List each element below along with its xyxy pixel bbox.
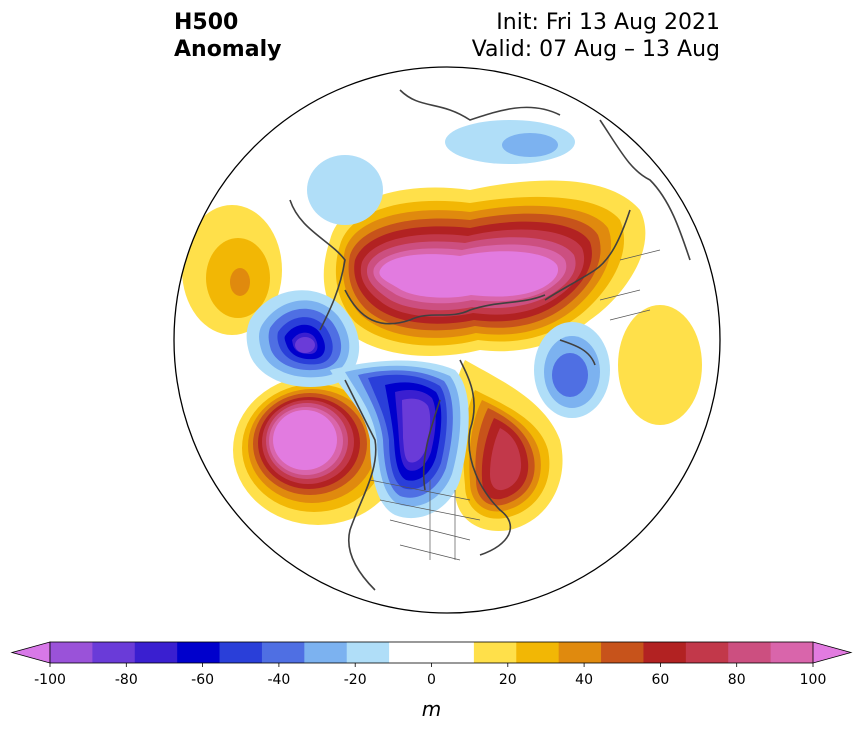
coastlines <box>289 89 691 591</box>
colorbar-tick-label: 40 <box>575 672 593 688</box>
colorbar-tick-label: -40 <box>267 672 290 688</box>
colorbar-swatch <box>219 642 263 663</box>
colorbar-swatch <box>177 642 221 663</box>
colorbar-tick-label: -20 <box>344 672 367 688</box>
colorbar-swatch <box>261 642 305 663</box>
colorbar-swatch <box>601 642 644 663</box>
title-block: H500 Anomaly <box>174 9 281 63</box>
polar-map <box>173 66 721 614</box>
colorbar-swatch <box>643 642 687 663</box>
trough-atlantic <box>534 322 610 418</box>
valid-range: Valid: 07 Aug – 13 Aug <box>471 37 720 62</box>
date-block: Init: Fri 13 Aug 2021 Valid: 07 Aug – 13… <box>472 9 720 63</box>
colorbar-tick-label: 80 <box>728 672 746 688</box>
colorbar-swatch <box>304 642 348 663</box>
init-time: Init: Fri 13 Aug 2021 <box>496 10 720 35</box>
colorbar-swatch <box>473 642 517 663</box>
colorbar-unit-label: m <box>422 697 441 721</box>
colorbar-swatch <box>346 642 390 663</box>
title-field: Anomaly <box>174 37 282 62</box>
colorbar-tick-label: -80 <box>115 672 138 688</box>
ridge-east-canada <box>450 360 563 531</box>
colorbar-extend-low <box>10 641 51 664</box>
ridge-europe-east <box>618 305 702 425</box>
colorbar-swatch <box>516 642 560 663</box>
colorbar-swatch <box>685 642 729 663</box>
colorbar-swatch <box>558 642 602 663</box>
colorbar-extend-high <box>812 641 853 664</box>
ridge-pacific <box>182 205 282 335</box>
colorbar-swatch <box>728 642 772 663</box>
colorbar-tick-label: 60 <box>651 672 669 688</box>
colorbar-swatch <box>134 642 178 663</box>
ridge-alaska <box>233 375 403 525</box>
trough-siberia <box>307 120 575 225</box>
colorbar-frame <box>49 641 814 664</box>
colorbar-tick-label: -60 <box>191 672 214 688</box>
colorbar-swatch <box>770 642 814 663</box>
colorbar-tick-label: 0 <box>427 672 436 688</box>
trough-canada <box>330 360 469 519</box>
colorbar-swatch <box>92 642 136 663</box>
colorbar-tick-label: 20 <box>499 672 517 688</box>
colorbar-tick-label: -100 <box>34 672 66 688</box>
colorbar-swatch <box>431 642 475 663</box>
anomaly-field <box>174 67 720 613</box>
colorbar-swatch <box>50 642 93 663</box>
colorbar-tick-label: 100 <box>800 672 827 688</box>
ridge-arctic <box>323 180 646 356</box>
colorbar-swatch <box>389 642 432 663</box>
title-variable: H500 <box>174 10 239 35</box>
globe-boundary <box>173 66 721 614</box>
borders <box>369 249 661 561</box>
